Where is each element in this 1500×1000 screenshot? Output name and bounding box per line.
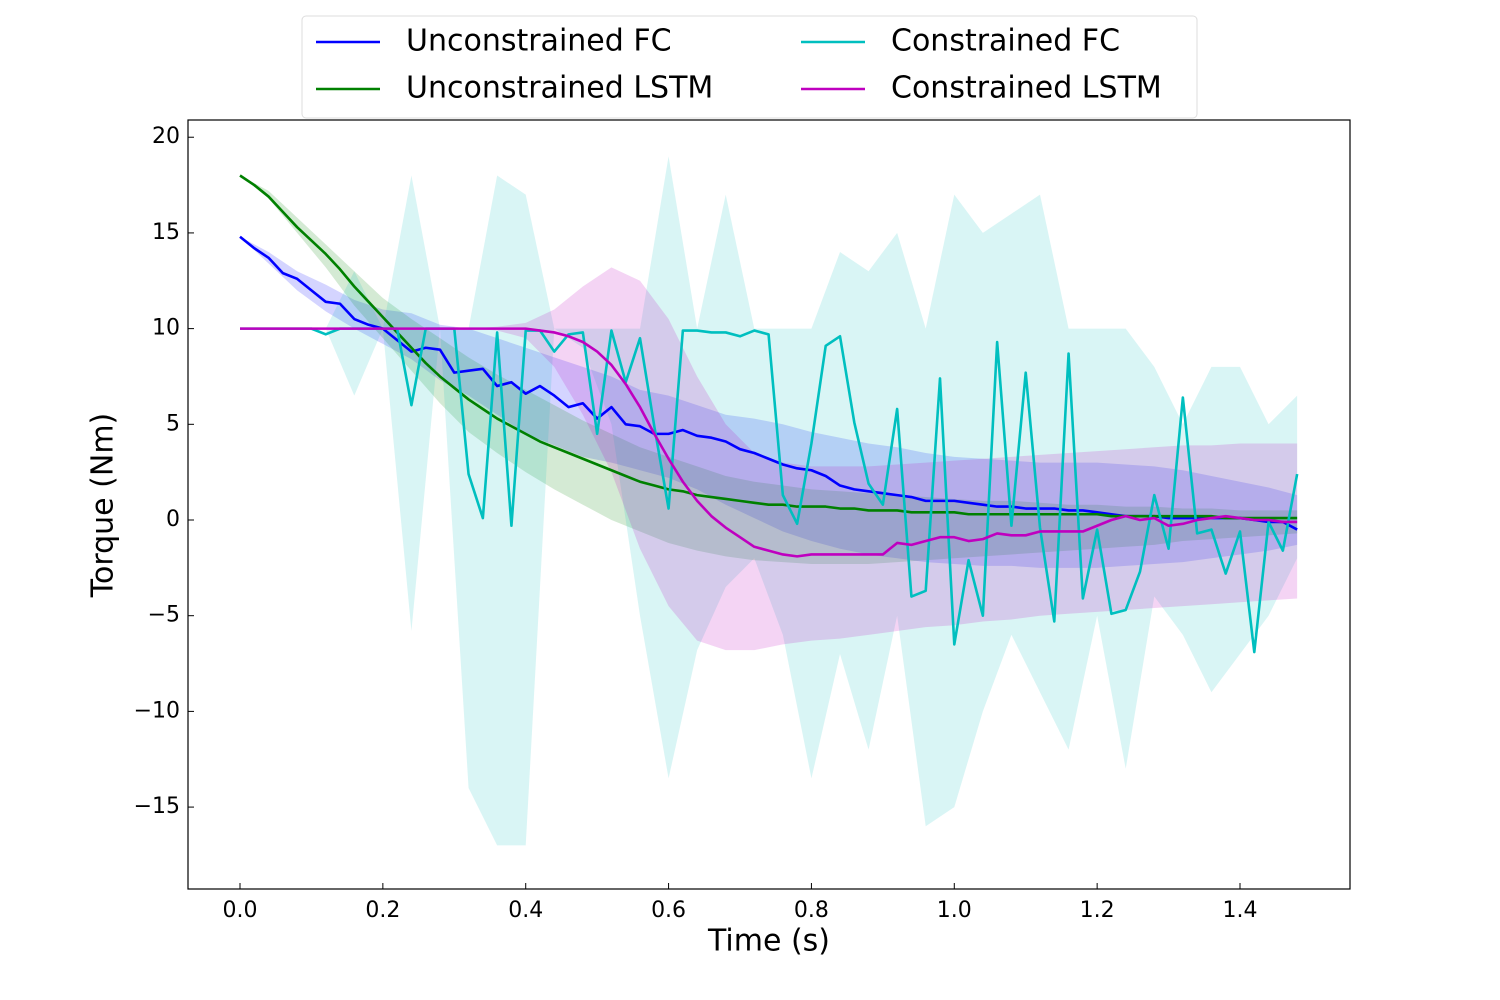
y-axis-label: Torque (Nm) [86, 413, 121, 599]
series-line [240, 327, 1299, 654]
y-tick-label: −5 [148, 603, 180, 628]
y-tick-label: 15 [152, 220, 180, 245]
x-tick-label: 1.2 [1080, 898, 1115, 923]
y-tick-label: −15 [134, 794, 180, 819]
y-tick-label: 5 [166, 411, 180, 436]
x-axis-label: Time (s) [707, 924, 830, 959]
band [240, 236, 1298, 568]
y-tick-label: 10 [152, 316, 180, 341]
legend-box [301, 15, 1198, 119]
legend-label: Constrained FC [891, 24, 1120, 59]
x-tick-label: 1.4 [1223, 898, 1258, 923]
x-tick-label: 0.4 [508, 898, 543, 923]
plot-area [239, 156, 1299, 846]
legend-label: Constrained LSTM [891, 71, 1162, 106]
legend-label: Unconstrained FC [406, 24, 672, 59]
y-tick-label: 0 [166, 507, 180, 532]
x-tick-label: 1.0 [937, 898, 972, 923]
series-line [240, 327, 1298, 558]
y-tick-label: −10 [134, 698, 180, 723]
x-tick-label: 0.2 [365, 898, 400, 923]
y-tick-label: 20 [152, 124, 180, 149]
axes-frame [187, 119, 1351, 890]
x-tick-label: 0.6 [651, 898, 686, 923]
x-tick-label: 0.0 [223, 898, 258, 923]
x-tick-label: 0.8 [794, 898, 829, 923]
legend-label: Unconstrained LSTM [406, 71, 713, 106]
